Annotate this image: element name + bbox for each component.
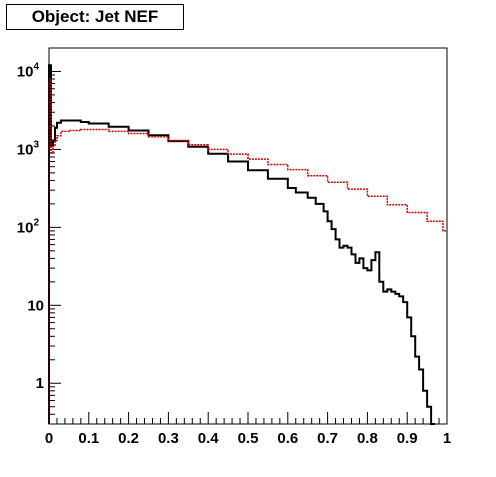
x-tick-label: 0	[45, 430, 53, 447]
x-tick-label: 0.9	[397, 430, 418, 447]
plot-frame	[48, 47, 448, 425]
y-tick-label: 1	[36, 375, 44, 392]
x-tick-label: 0.8	[357, 430, 378, 447]
x-tick-label: 0.1	[78, 430, 99, 447]
plot-frame-top	[48, 47, 448, 425]
y-tick-label: 10	[27, 297, 44, 314]
x-tick-label: 0.3	[158, 430, 179, 447]
y-tick-label: 102	[17, 217, 40, 236]
x-tick-label: 0.4	[198, 430, 220, 447]
series-black-line	[48, 64, 436, 425]
x-tick-label: 0.7	[317, 430, 338, 447]
chart-title: Object: Jet NEF	[6, 4, 184, 30]
x-tick-label: 0.6	[277, 430, 298, 447]
series-red-line	[48, 78, 447, 424]
y-tick-label: 104	[17, 61, 40, 80]
x-tick-label: 0.2	[118, 430, 139, 447]
y-tick-label: 103	[17, 139, 40, 158]
x-tick-label: 1	[443, 430, 451, 447]
x-tick-label: 0.5	[238, 430, 259, 447]
